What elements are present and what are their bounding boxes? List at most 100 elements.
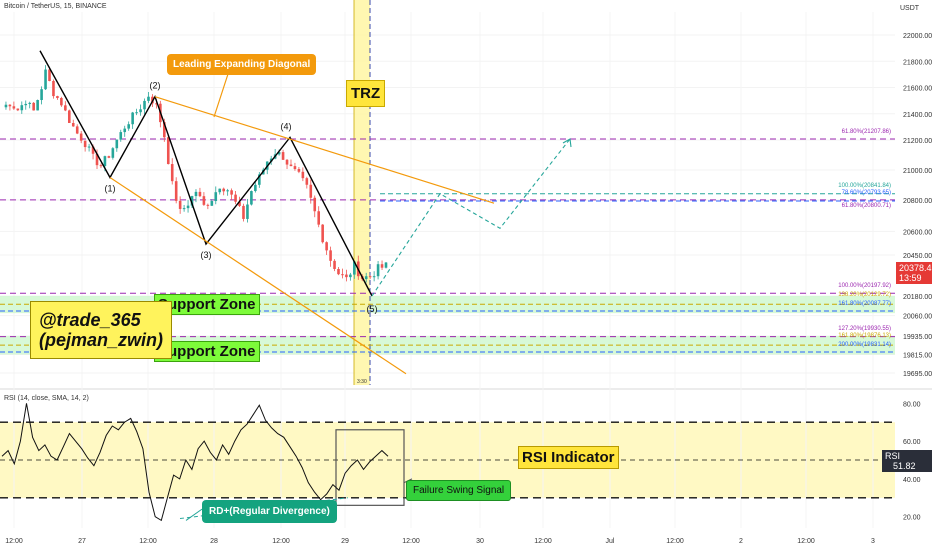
candle-body	[345, 274, 348, 278]
candle-body	[123, 128, 127, 133]
candle-body	[71, 123, 75, 127]
candle-body	[198, 191, 202, 197]
time-axis-tick: 12:00	[139, 538, 157, 545]
candle-body	[190, 196, 194, 206]
candle-body	[226, 190, 229, 192]
candle-body	[234, 194, 237, 202]
candle-body	[242, 205, 245, 219]
wave-label: (2)	[150, 81, 161, 91]
elliott-wave-path[interactable]	[39, 50, 373, 297]
candle-body	[60, 98, 63, 106]
candle-body	[127, 124, 130, 129]
candle-body	[56, 96, 59, 99]
fib-level-label: 78.60%(20793.65)	[842, 190, 891, 196]
regular-divergence-label[interactable]: RD+(Regular Divergence)	[202, 500, 337, 523]
fib-level-label: 161.80%(20087.77)	[838, 301, 891, 307]
candle-body	[139, 109, 142, 113]
candle-body	[214, 192, 218, 202]
candle-body	[75, 126, 79, 134]
currency-label: USDT	[900, 5, 920, 12]
time-axis-tick: 12:00	[534, 538, 552, 545]
candle-body	[309, 184, 313, 198]
candle-body	[155, 103, 158, 105]
candle-body	[218, 188, 222, 193]
candle-timer: 13:59	[899, 273, 922, 283]
chart-title: Bitcoin / TetherUS, 15, BINANCE	[4, 3, 107, 10]
price-axis-tick: 21800.00	[903, 59, 932, 66]
wave-label: (1)	[105, 184, 116, 194]
fib-level-label: 127.20%(19930.55)	[838, 326, 891, 332]
failure-swing-box[interactable]	[335, 429, 405, 506]
price-axis-tick: 19935.00	[903, 334, 932, 341]
candle-body	[305, 178, 309, 185]
price-axis-tick: 20600.00	[903, 229, 932, 236]
candle-body	[376, 264, 380, 277]
candle-body	[206, 204, 210, 206]
candle-body	[178, 200, 182, 209]
candle-body	[170, 164, 174, 182]
lower-diagonal-line[interactable]	[109, 176, 407, 375]
candle-body	[246, 204, 249, 219]
candle-body	[143, 100, 146, 110]
candle-body	[349, 274, 352, 278]
candle-body	[329, 250, 332, 261]
candle-body	[40, 89, 43, 101]
price-axis-tick: 20450.00	[903, 253, 932, 260]
fib-level-label: 100.00%(20197.92)	[838, 283, 891, 289]
candle-body	[353, 261, 356, 275]
trz-label[interactable]: TRZ	[346, 80, 386, 107]
candle-body	[186, 205, 190, 209]
time-axis-tick: 30	[476, 538, 484, 545]
candle-body	[48, 69, 51, 82]
rsi-title: RSI (14, close, SMA, 14, 2)	[4, 395, 89, 402]
trz-zone[interactable]	[354, 0, 370, 385]
time-axis-tick: 12:00	[402, 538, 420, 545]
candle-body	[293, 166, 297, 170]
support-zone-label-2[interactable]: Support Zone	[154, 341, 260, 362]
candle-body	[103, 156, 107, 167]
candle-body	[281, 152, 285, 160]
rsi-series	[1, 403, 389, 522]
candle-body	[337, 268, 340, 275]
rsi-indicator-label[interactable]: RSI Indicator	[518, 446, 619, 469]
candle-body	[16, 108, 20, 111]
failure-swing-label[interactable]: Failure Swing Signal	[406, 480, 512, 501]
projection-path[interactable]	[371, 138, 571, 297]
time-axis-tick: Jul	[606, 538, 615, 545]
rsi-tag-label: RSI	[885, 451, 901, 461]
candle-body	[24, 103, 28, 106]
author-handle[interactable]: @trade_365 (pejman_zwin)	[30, 301, 173, 359]
current-price-tag: 20378.46 13:59	[896, 262, 932, 284]
candle-body	[28, 102, 32, 104]
rsi-line[interactable]	[1, 403, 389, 522]
price-axis-tick: 20060.00	[903, 314, 932, 321]
candle-body	[52, 81, 55, 97]
upper-diagonal-line[interactable]	[154, 96, 495, 204]
time-axis-tick: 3	[871, 538, 875, 545]
candle-body	[372, 276, 376, 278]
candle-body	[301, 171, 305, 179]
support-zone-label-1[interactable]: Support Zone	[154, 294, 260, 315]
time-axis-tick: 27	[78, 538, 86, 545]
rsi-tag-value: 51.82	[893, 461, 916, 471]
divergence-pointer	[185, 508, 203, 521]
candle-body	[4, 104, 8, 108]
leading-expanding-diagonal-label[interactable]: Leading Expanding Diagonal	[167, 54, 317, 75]
wave-label: (5)	[367, 304, 378, 314]
candle-body	[222, 188, 225, 192]
candle-body	[174, 181, 178, 201]
candle-body	[36, 100, 39, 111]
candle-body	[210, 201, 214, 206]
candle-body	[64, 105, 67, 111]
time-axis-tick: 12:00	[272, 538, 290, 545]
author-handle-line1: @trade_365	[39, 310, 141, 330]
candle-body	[250, 191, 253, 205]
candle-body	[368, 276, 372, 278]
projection-arrowhead	[562, 138, 572, 148]
rsi-axis-tick: 80.00	[903, 401, 921, 408]
candle-body	[131, 112, 134, 125]
candle-body	[364, 276, 368, 280]
rsi-axis-tick: 40.00	[903, 477, 921, 484]
